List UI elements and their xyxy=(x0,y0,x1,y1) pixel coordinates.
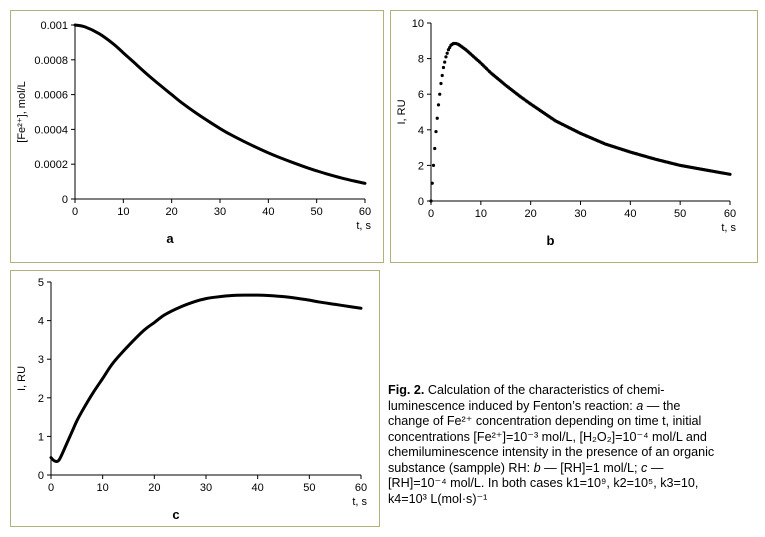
y-tick-label: 10 xyxy=(412,18,424,30)
x-tick-label: 10 xyxy=(117,206,129,218)
y-tick-label: 2 xyxy=(38,393,44,405)
x-tick-label: 20 xyxy=(525,208,537,220)
data-point xyxy=(439,81,443,86)
data-point xyxy=(436,103,441,107)
data-point xyxy=(445,51,449,55)
figure-caption: Fig. 2. Calculation of the characteristi… xyxy=(388,383,756,507)
chart-panel-a: 0 10 20 30 40 50 60 0 0.0002 0.0004 0.0006 0.0008 0.… xyxy=(10,10,384,263)
data-point xyxy=(431,163,436,167)
x-tick-label: 50 xyxy=(303,482,315,494)
series-line xyxy=(73,23,367,185)
caption-ref-a: a xyxy=(636,398,644,413)
data-point xyxy=(433,146,437,151)
x-tick-label: 50 xyxy=(674,208,686,220)
series-line xyxy=(49,293,363,463)
caption-ref-c: c xyxy=(641,460,648,475)
x-tick-label: 0 xyxy=(48,482,54,494)
data-point xyxy=(430,181,434,185)
data-point xyxy=(429,199,433,203)
data-point xyxy=(444,55,448,59)
y-tick-label: 0 xyxy=(418,196,424,208)
x-tick-label: 30 xyxy=(574,208,586,220)
x-tick-label: 60 xyxy=(724,208,736,220)
data-point xyxy=(435,116,439,120)
x-tick-label: 10 xyxy=(475,208,487,220)
caption-line-6-mid: — [RH]=1 mol/L; xyxy=(540,460,638,475)
y-tick-label: 1 xyxy=(38,431,44,443)
x-tick-label: 0 xyxy=(72,206,78,218)
caption-line-7: [RH]=10⁻⁴ mol/L. In both cases k1=10⁹, k… xyxy=(388,476,699,490)
data-point xyxy=(440,73,444,78)
panel-label: a xyxy=(166,231,174,246)
y-tick-label: 0 xyxy=(38,470,44,482)
y-tick-label: 6 xyxy=(418,89,424,101)
x-tick-label: 40 xyxy=(624,208,636,220)
x-tick-label: 60 xyxy=(355,482,367,494)
x-tick-label: 40 xyxy=(252,482,264,494)
data-point xyxy=(443,60,447,64)
x-tick-label: 10 xyxy=(97,482,109,494)
y-tick-label: 5 xyxy=(38,277,44,289)
chart-b-svg: 0 10 20 30 40 50 60 0 2 4 6 8 10 t, s I, RU b xyxy=(396,18,736,248)
caption-line-6-end: — xyxy=(647,460,664,475)
caption-line-2: luminescence induced by Fenton’s reactio… xyxy=(388,398,637,413)
y-tick-label: 0.001 xyxy=(40,20,68,32)
caption-line-5: chemiluminescence intensity in the prese… xyxy=(388,445,715,459)
data-point xyxy=(438,92,442,96)
y-tick-label: 0.0006 xyxy=(34,90,68,102)
y-tick-label: 0.0008 xyxy=(34,55,68,67)
y-axis-label: [Fe²⁺], mol/L xyxy=(16,81,28,142)
caption-line-1: Calculation of the characteristics of ch… xyxy=(427,383,665,397)
y-tick-label: 0.0002 xyxy=(34,159,68,171)
y-tick-label: 3 xyxy=(38,354,44,366)
x-tick-label: 50 xyxy=(311,206,323,218)
x-tick-label: 30 xyxy=(214,206,226,218)
x-axis-label: t, s xyxy=(721,222,736,234)
caption-ref-b: b xyxy=(533,460,541,475)
caption-line-3: change of Fe²⁺ concentration depending o… xyxy=(388,414,702,428)
chart-panel-c: 0 10 20 30 40 50 60 0 1 2 3 4 5 t, s I, RU c xyxy=(10,270,380,527)
chart-a-svg: 0 10 20 30 40 50 60 0 0.0002 0.0004 0.0006 0.0008 0.… xyxy=(16,20,371,246)
panel-label: b xyxy=(547,233,555,248)
y-tick-label: 2 xyxy=(418,160,424,172)
x-tick-label: 0 xyxy=(428,208,434,220)
caption-line-2-end: — the xyxy=(643,398,681,413)
caption-line-4: concentrations [Fe²⁺]=10⁻³ mol/L, [H₂O₂]… xyxy=(388,429,707,444)
caption-line-6: substance (sampple) RH: xyxy=(388,460,531,475)
chart-c-svg: 0 10 20 30 40 50 60 0 1 2 3 4 5 t, s I, RU c xyxy=(16,277,367,522)
data-point xyxy=(728,172,732,176)
x-tick-label: 20 xyxy=(166,206,178,218)
y-tick-label: 8 xyxy=(418,54,424,66)
data-point xyxy=(434,129,438,134)
y-tick-label: 4 xyxy=(38,316,44,328)
x-axis-label: t, s xyxy=(356,220,371,232)
y-axis-label: I, RU xyxy=(16,366,28,391)
y-axis-label: I, RU xyxy=(396,99,408,124)
x-tick-label: 30 xyxy=(200,482,212,494)
x-tick-label: 60 xyxy=(359,206,371,218)
data-point xyxy=(441,65,446,70)
y-tick-label: 0.0004 xyxy=(34,124,68,136)
panel-label: c xyxy=(172,507,179,522)
x-tick-label: 20 xyxy=(148,482,160,494)
y-tick-label: 4 xyxy=(418,125,424,137)
x-axis-label: t, s xyxy=(352,496,367,508)
caption-label: Fig. 2. xyxy=(388,383,425,397)
x-tick-label: 40 xyxy=(262,206,274,218)
chart-panel-b: 0 10 20 30 40 50 60 0 2 4 6 8 10 t, s I, RU b xyxy=(390,10,758,263)
caption-line-8: k4=10³ L(mol·s)⁻¹ xyxy=(388,491,488,506)
y-tick-label: 0 xyxy=(62,194,68,206)
